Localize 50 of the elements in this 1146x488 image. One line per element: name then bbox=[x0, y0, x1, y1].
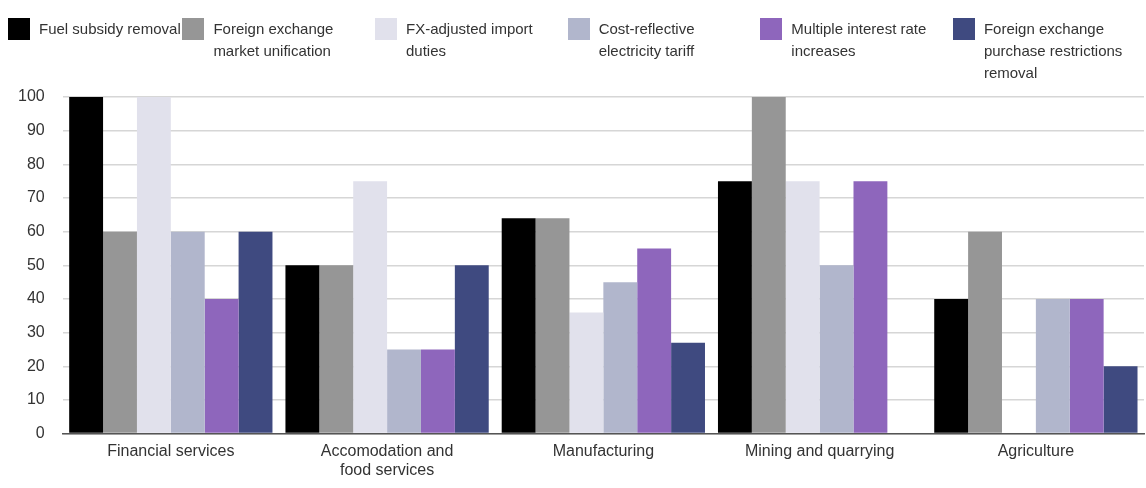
legend-label: Fuel subsidy removal bbox=[39, 19, 181, 39]
bar bbox=[501, 218, 536, 433]
bar bbox=[637, 248, 672, 433]
y-tick-label: 50 bbox=[26, 255, 45, 273]
bar bbox=[319, 265, 354, 433]
x-tick-label: Accomodation and food services bbox=[320, 441, 454, 478]
bar bbox=[103, 231, 137, 433]
y-tick-label: 10 bbox=[26, 390, 45, 408]
bar bbox=[454, 265, 489, 433]
bar bbox=[603, 282, 638, 433]
bar bbox=[671, 342, 705, 433]
legend-label: Foreign exchange purchase restrictions removal bbox=[983, 19, 1124, 83]
legend-label: FX-adjusted import duties bbox=[406, 19, 534, 61]
legend-label: Multiple interest rate increases bbox=[791, 19, 928, 61]
bar bbox=[204, 298, 239, 433]
bar bbox=[387, 349, 421, 433]
bar bbox=[353, 181, 388, 433]
bar bbox=[136, 97, 171, 433]
bar bbox=[1103, 366, 1138, 433]
bar bbox=[968, 231, 1002, 433]
y-tick-label: 30 bbox=[26, 323, 45, 341]
bar bbox=[238, 231, 273, 433]
bar bbox=[751, 97, 786, 433]
bar bbox=[69, 97, 104, 433]
x-tick-label: Manufacturing bbox=[552, 441, 655, 459]
y-tick-label: 80 bbox=[26, 154, 45, 172]
bar bbox=[420, 349, 455, 433]
legend-label: Cost-reflective electricity tariff bbox=[598, 19, 696, 61]
legend-label: Foreign exchange market unification bbox=[213, 19, 335, 61]
bar bbox=[569, 312, 604, 433]
bar bbox=[535, 218, 570, 433]
y-tick-label: 60 bbox=[26, 222, 45, 240]
y-tick-label: 70 bbox=[26, 188, 45, 206]
bar bbox=[785, 181, 820, 433]
bar bbox=[1069, 298, 1104, 433]
y-tick-label: 90 bbox=[26, 121, 45, 139]
bar bbox=[285, 265, 320, 433]
bar bbox=[717, 181, 752, 433]
y-tick-label: 40 bbox=[26, 289, 45, 307]
y-tick-label: 0 bbox=[35, 424, 45, 442]
bar bbox=[1035, 298, 1070, 433]
y-tick-label: 20 bbox=[26, 356, 45, 374]
bar bbox=[853, 181, 888, 433]
y-tick-label: 100 bbox=[17, 87, 45, 105]
x-tick-label: Mining and quarrying bbox=[744, 441, 895, 459]
x-tick-label: Financial services bbox=[107, 441, 235, 459]
bar bbox=[934, 298, 969, 433]
x-tick-label: Agriculture bbox=[997, 441, 1075, 459]
bar bbox=[170, 231, 205, 433]
bar bbox=[819, 265, 854, 433]
